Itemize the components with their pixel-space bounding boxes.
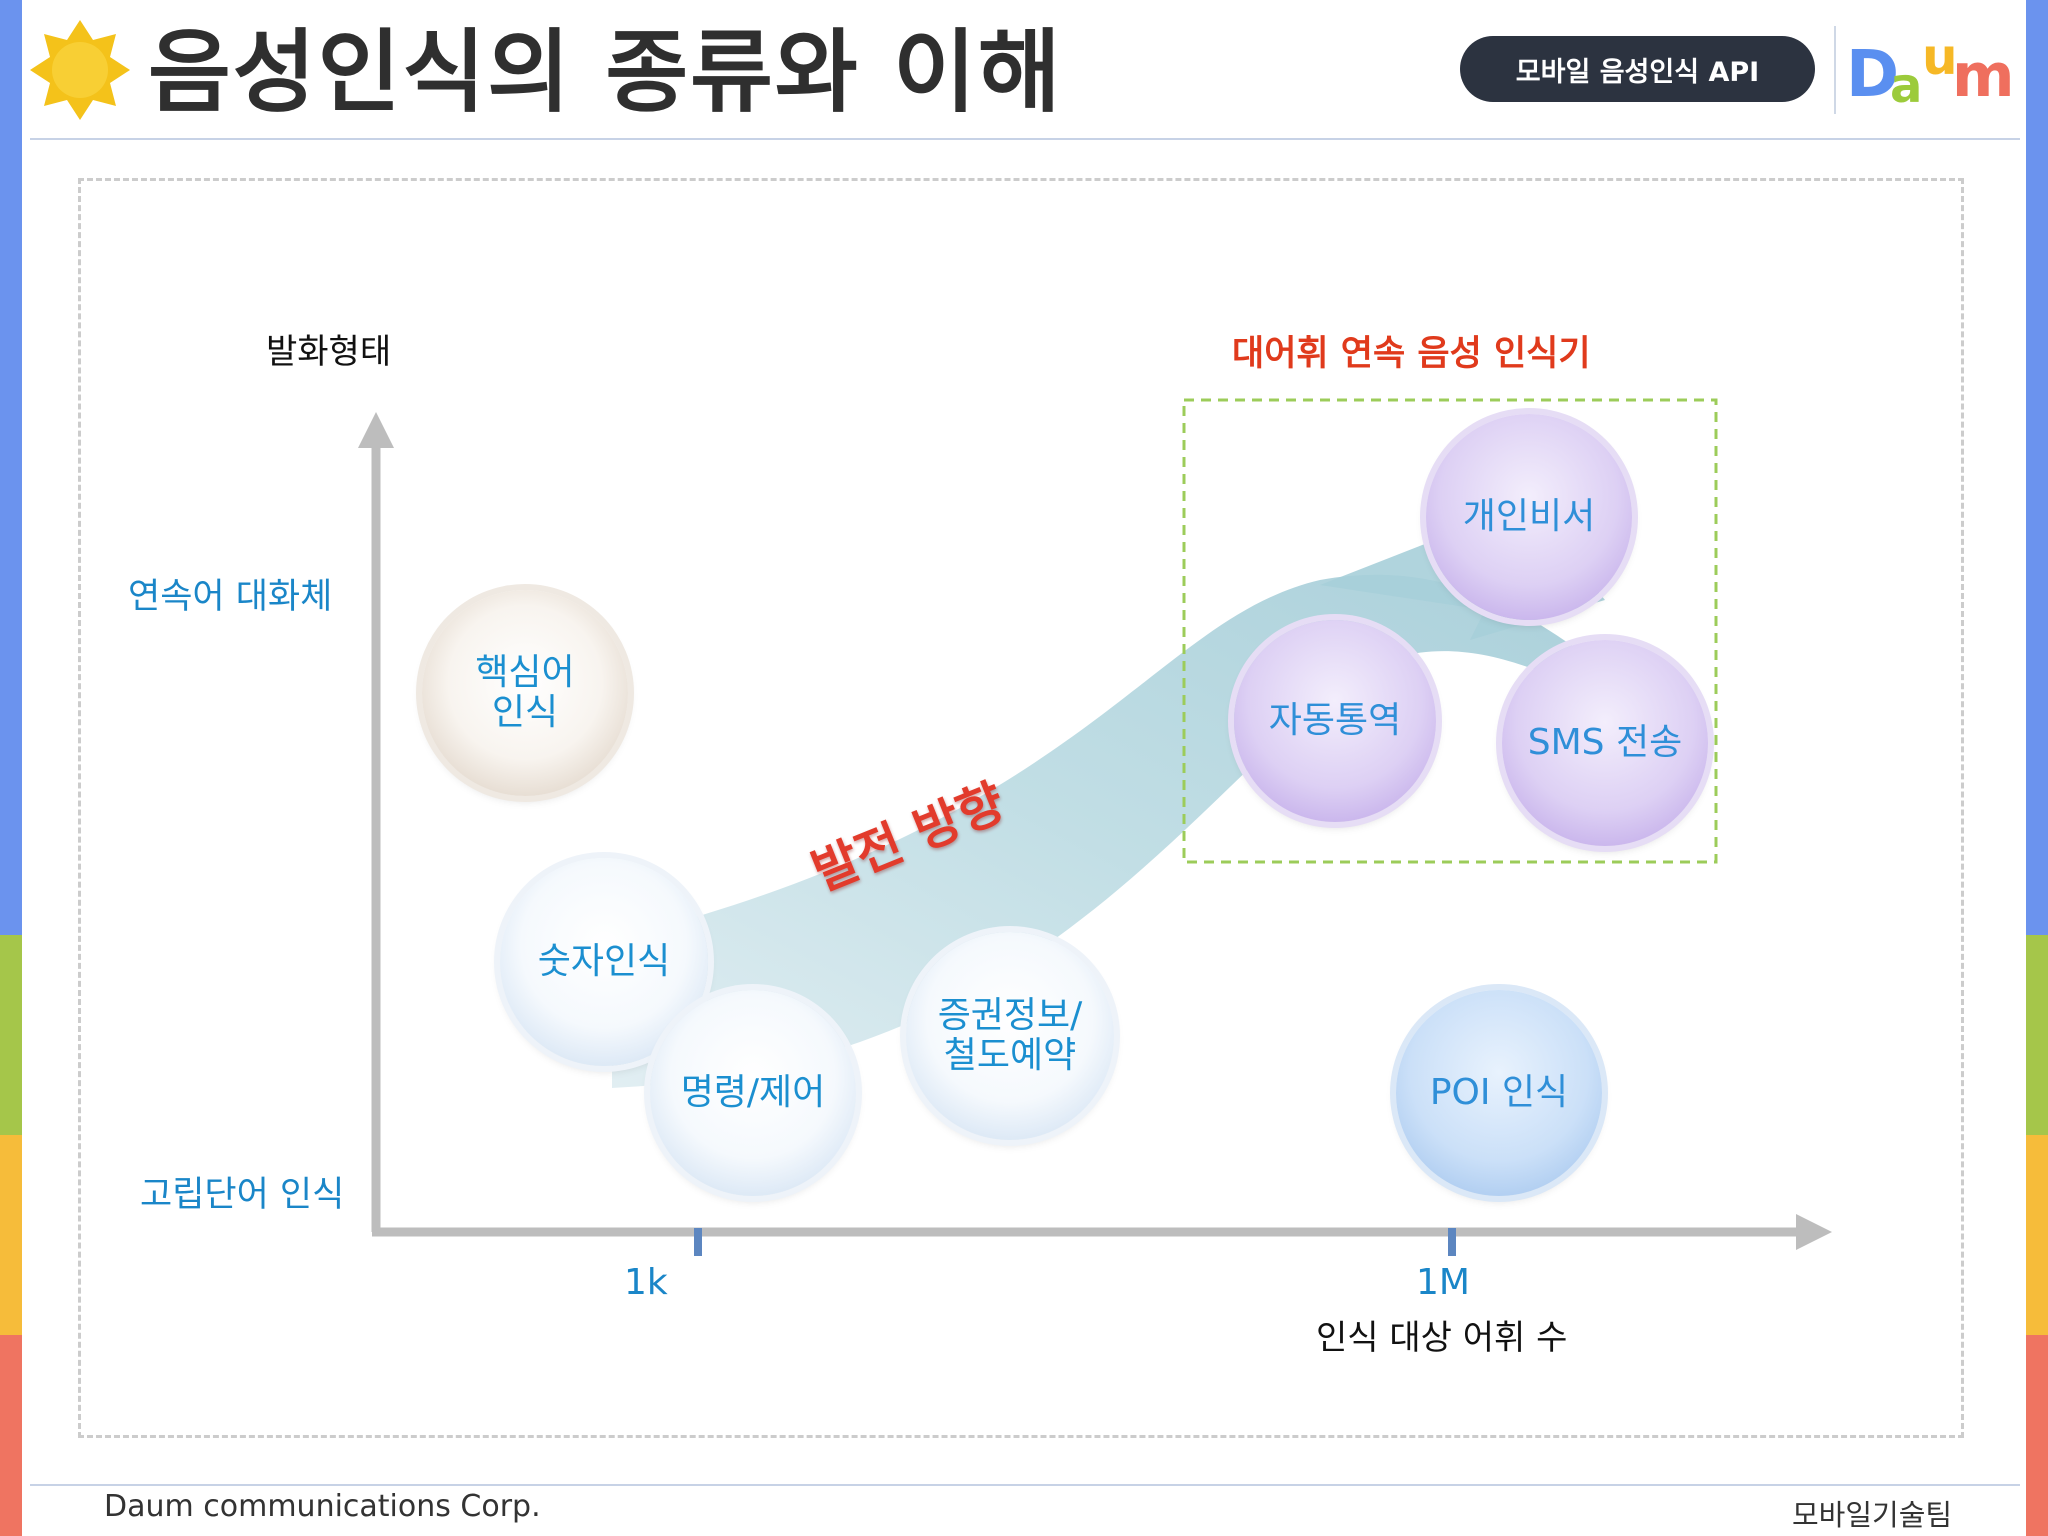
svg-text:a: a [1890, 58, 1922, 110]
sun-badge-icon [30, 20, 130, 120]
x-tick-label-1k: 1k [624, 1262, 668, 1303]
content-frame [78, 178, 1964, 1438]
bubble-personal-assistant: 개인비서 [1426, 414, 1632, 620]
direction-ribbon [612, 574, 1585, 1088]
svg-text:m: m [1952, 41, 2015, 110]
x-axis-arrow [1796, 1214, 1832, 1250]
footer-rule [30, 1484, 2020, 1486]
y-axis-arrow [358, 412, 394, 448]
api-badge: 모바일 음성인식 API [1460, 36, 1815, 102]
daum-logo: D a u m [1846, 30, 2015, 110]
group-box [1182, 398, 1718, 864]
x-tick-1m [1448, 1228, 1456, 1256]
y-level-top: 연속어 대화체 [128, 577, 333, 617]
x-axis-title: 인식 대상 어휘 수 [1316, 1318, 1568, 1358]
bubble-sms-send: SMS 전송 [1502, 640, 1708, 846]
bubble-keyword-recognition: 핵심어 인식 [422, 590, 628, 796]
bubble-stock-rail-booking: 증권정보/ 철도예약 [906, 932, 1114, 1140]
x-tick-label-1m: 1M [1416, 1262, 1470, 1303]
x-tick-1k [694, 1228, 702, 1256]
bubble-poi-recognition: POI 인식 [1396, 990, 1602, 1196]
page-title: 음성인식의 종류와 이해 [148, 20, 1063, 125]
header-divider [1834, 26, 1836, 114]
header-rule [30, 138, 2020, 140]
right-side-stripe [2026, 0, 2048, 1536]
footer-company: Daum communications Corp. [104, 1489, 541, 1524]
svg-text:u: u [1922, 30, 1958, 86]
y-level-bottom: 고립단어 인식 [140, 1175, 345, 1215]
footer-team: 모바일기술팀 [1792, 1498, 1953, 1532]
bubble-command-control: 명령/제어 [650, 990, 856, 1196]
y-axis-title: 발화형태 [266, 332, 392, 372]
group-label: 대어휘 연속 음성 인식기 [1232, 334, 1591, 374]
bubble-auto-translation: 자동통역 [1234, 620, 1436, 822]
svg-text:D: D [1846, 38, 1899, 110]
left-side-stripe [0, 0, 22, 1536]
